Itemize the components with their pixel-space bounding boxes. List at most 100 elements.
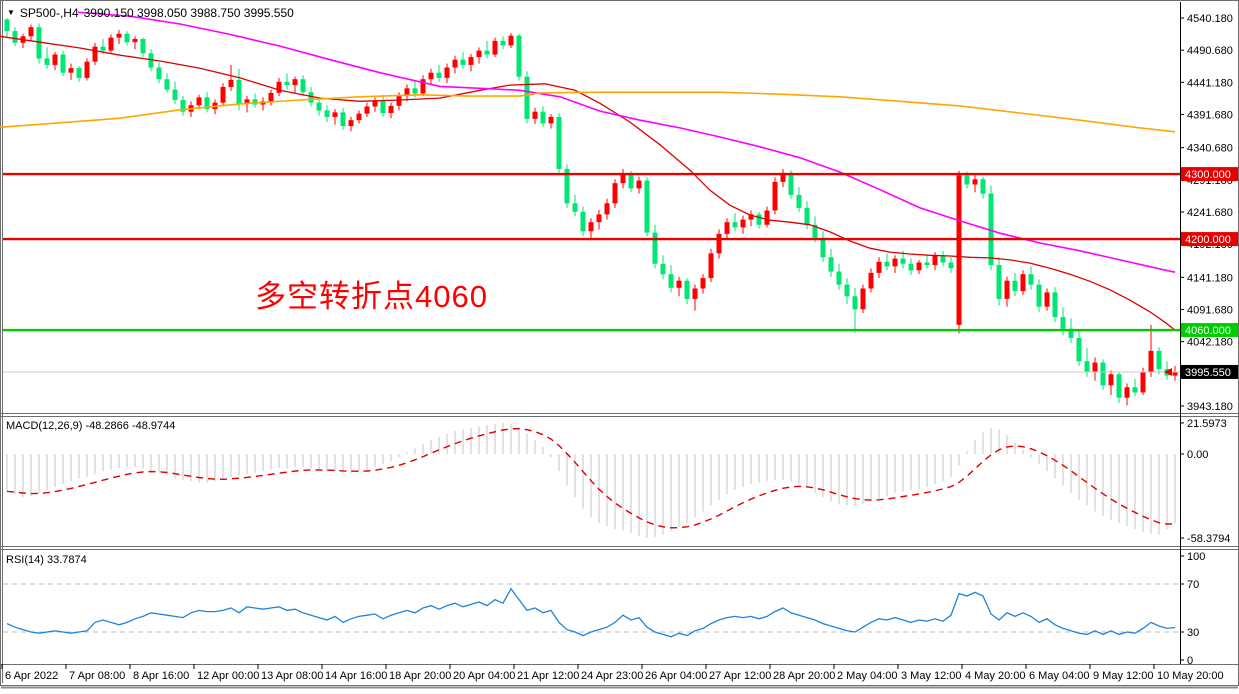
candle [644, 177, 650, 237]
price-tick-label: 4091.680 [1187, 304, 1233, 316]
candle [564, 164, 570, 208]
candle [860, 284, 866, 314]
candle [972, 175, 978, 193]
candle [1172, 365, 1178, 381]
candle [892, 255, 898, 273]
candle [156, 62, 162, 84]
candle [84, 58, 90, 81]
candle [516, 33, 522, 81]
price-tick-label: 4441.180 [1187, 77, 1233, 89]
time-tick-label: 27 Apr 12:00 [709, 670, 771, 682]
candle [948, 257, 954, 273]
macd-tick-label: 21.5973 [1187, 418, 1227, 430]
pivot-annotation-text[interactable]: 多空转折点4060 [255, 279, 488, 314]
macd-indicator-label: MACD(12,26,9) -48.2866 -48.9744 [6, 420, 176, 432]
candle [452, 55, 458, 74]
candle [60, 50, 66, 76]
ma-slow-orange [0, 91, 1176, 133]
candle [4, 18, 10, 37]
price-tick-label: 4391.680 [1187, 110, 1233, 122]
candle [596, 209, 602, 230]
candle [52, 51, 58, 71]
price-tick-label: 4540.180 [1187, 13, 1233, 25]
candle [620, 168, 626, 189]
candle [636, 176, 642, 194]
resistance-badge-4300: 4300.000 [1181, 167, 1238, 182]
candle [724, 218, 730, 240]
candle [700, 274, 706, 294]
time-tick-label: 13 Apr 08:00 [261, 670, 323, 682]
candle [1036, 279, 1042, 312]
time-tick-label: 3 May 12:00 [901, 670, 962, 682]
candle [100, 38, 106, 54]
candle [132, 36, 138, 50]
support-badge-4060: 4060.000 [1181, 323, 1238, 338]
rsi-line [6, 587, 1176, 638]
candle [1100, 359, 1106, 390]
time-tick-label: 8 Apr 16:00 [133, 670, 189, 682]
svg-text:3995.550: 3995.550 [1185, 367, 1231, 379]
symbol-dropdown-icon[interactable]: ▼ [7, 8, 15, 17]
candle [28, 24, 34, 41]
candle [652, 224, 658, 269]
candle [604, 198, 610, 220]
time-tick-label: 4 May 20:00 [965, 670, 1026, 682]
candle [756, 211, 762, 229]
candle [36, 23, 42, 64]
candle [76, 66, 82, 82]
last-price-badge: 3995.550 [1181, 364, 1238, 379]
resistance-badge-4200: 4200.000 [1181, 232, 1238, 247]
candle [1004, 276, 1010, 307]
time-tick-label: 14 Apr 16:00 [325, 670, 387, 682]
candle [668, 265, 674, 293]
price-tick-label: 4141.180 [1187, 272, 1233, 284]
symbol-timeframe-label: SP500-,H4 [19, 6, 79, 20]
candle [364, 102, 370, 117]
candle [300, 75, 306, 97]
price-tick-label: 3943.180 [1187, 401, 1233, 413]
candle [1076, 330, 1082, 366]
candle [708, 248, 714, 282]
candle [548, 114, 554, 129]
candle [748, 210, 754, 227]
candle [388, 102, 394, 119]
rsi-tick-label: 30 [1187, 627, 1199, 639]
macd-signal-line [6, 427, 1176, 529]
candle [1156, 346, 1162, 375]
candle [1044, 288, 1050, 311]
candle [172, 81, 178, 104]
candle [348, 116, 354, 132]
candle [292, 76, 298, 93]
candle [92, 42, 98, 65]
candle [116, 29, 122, 45]
time-tick-label: 6 May 04:00 [1029, 670, 1090, 682]
candle [164, 73, 170, 93]
time-tick-label: 20 Apr 04:00 [453, 670, 515, 682]
macd-tick-label: 0.00 [1187, 449, 1208, 461]
candle [588, 218, 594, 241]
candle [1132, 378, 1138, 397]
time-tick-label: 18 Apr 20:00 [389, 670, 451, 682]
candle [1020, 270, 1026, 295]
candle [876, 257, 882, 279]
candle [940, 250, 946, 267]
time-tick-label: 9 May 12:00 [1093, 670, 1154, 682]
candle [276, 77, 282, 97]
candle [420, 75, 426, 97]
candle [508, 33, 514, 49]
candle [196, 94, 202, 110]
candle [108, 34, 114, 53]
candle [1052, 287, 1058, 323]
rsi-tick-label: 70 [1187, 579, 1199, 591]
candle [676, 276, 682, 297]
candle [492, 37, 498, 58]
candle [716, 229, 722, 259]
time-tick-label: 28 Apr 20:00 [773, 670, 835, 682]
candle [340, 107, 346, 130]
time-tick-label: 12 Apr 00:00 [197, 670, 259, 682]
candle [692, 284, 698, 311]
candle [404, 84, 410, 102]
candle [1012, 272, 1018, 297]
time-tick-label: 6 Apr 2022 [5, 670, 58, 682]
